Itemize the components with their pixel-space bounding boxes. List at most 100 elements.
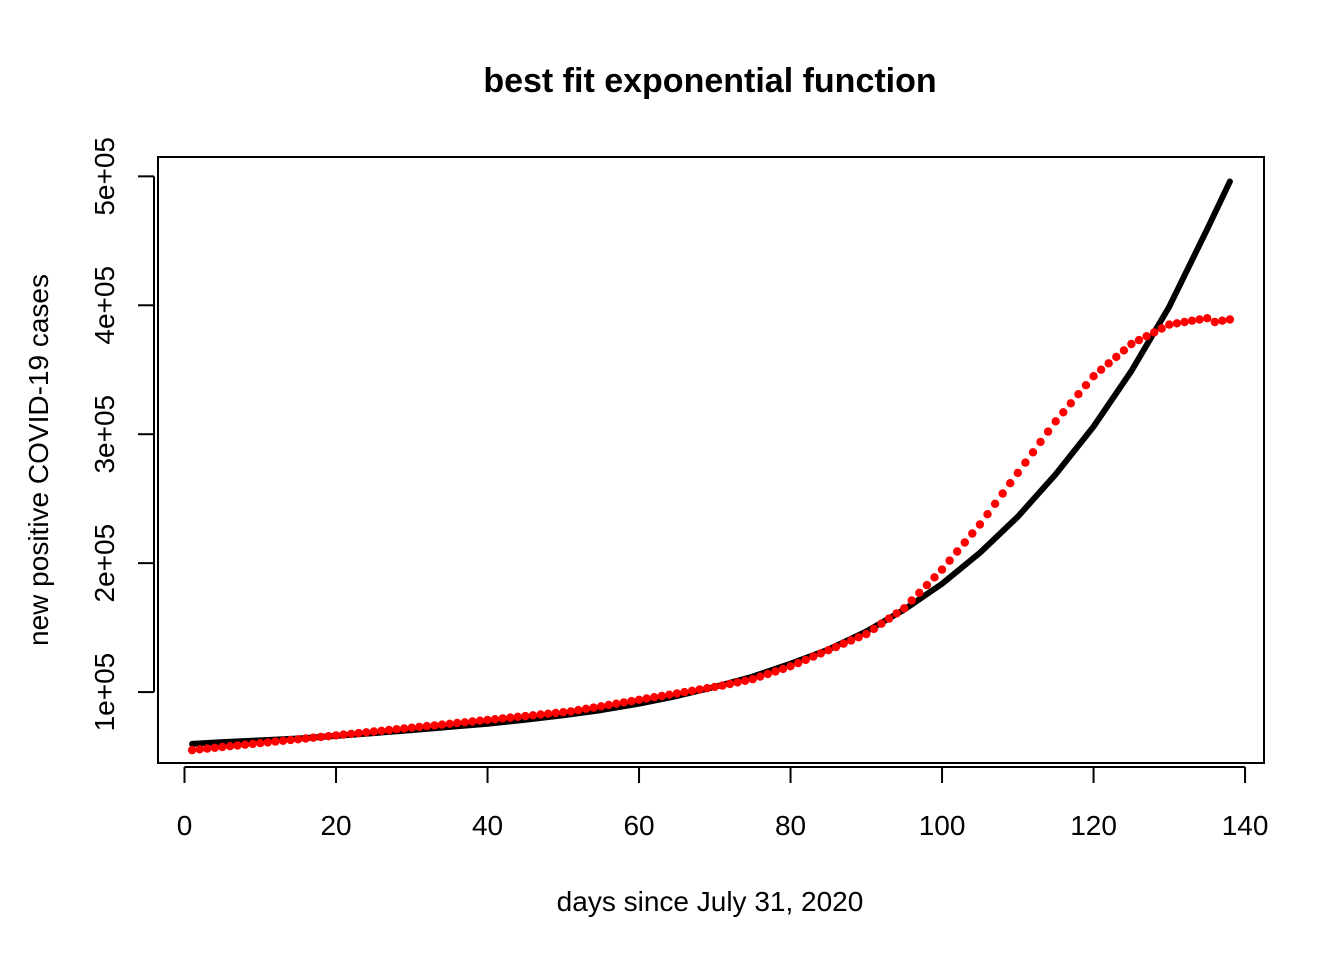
x-tick-label: 60: [623, 810, 654, 841]
data-point: [1096, 365, 1106, 374]
data-point: [324, 732, 333, 741]
data-point: [771, 667, 780, 676]
x-axis: 0 20 40 60 80 100 120 140: [177, 766, 1268, 841]
data-point: [1203, 314, 1212, 323]
data-point: [528, 711, 538, 720]
data-point: [657, 691, 666, 701]
data-point: [1013, 468, 1022, 478]
data-point: [1119, 346, 1129, 355]
x-tick-label: 40: [472, 810, 503, 841]
data-point: [756, 672, 765, 681]
data-point: [445, 719, 454, 728]
y-axis-label: new positive COVID-19 cases: [23, 274, 54, 646]
data-point: [725, 679, 735, 689]
data-point: [331, 731, 341, 740]
data-point: [301, 734, 310, 743]
data-point: [619, 698, 629, 707]
data-point: [786, 662, 795, 671]
data-point: [1180, 317, 1189, 327]
data-point: [377, 726, 386, 735]
y-tick-label: 4e+05: [89, 266, 120, 345]
data-point: [846, 636, 856, 645]
data-point: [990, 499, 1000, 508]
data-point: [642, 694, 651, 703]
data-point: [892, 609, 901, 618]
data-point: [483, 715, 492, 725]
data-point: [680, 687, 689, 697]
data-point: [468, 717, 477, 726]
data-point: [1142, 332, 1151, 341]
data-point: [597, 702, 606, 711]
data-point: [740, 676, 750, 685]
data-point: [1006, 479, 1015, 488]
y-tick-label: 5e+05: [89, 137, 120, 216]
x-axis-label: days since July 31, 2020: [557, 886, 864, 917]
data-point: [945, 556, 954, 565]
data-point: [930, 573, 939, 582]
data-point: [1172, 319, 1182, 328]
data-point: [369, 727, 379, 736]
data-point: [187, 745, 197, 755]
data-point: [953, 547, 962, 556]
data-point: [665, 690, 674, 699]
data-point: [1089, 372, 1098, 381]
data-point: [460, 718, 469, 727]
data-point: [998, 489, 1007, 498]
data-point: [793, 658, 803, 668]
plot-frame: [157, 156, 1265, 764]
data-point: [1195, 315, 1204, 324]
data-point: [203, 744, 212, 753]
x-tick-label: 0: [177, 810, 193, 841]
data-point: [862, 629, 871, 639]
data-point: [975, 520, 985, 529]
data-point: [1051, 417, 1060, 426]
data-point: [703, 684, 712, 693]
data-point: [1081, 381, 1091, 390]
data-point: [384, 725, 394, 735]
data-point: [263, 738, 272, 747]
data-point: [801, 655, 810, 665]
y-axis: 1e+05 2e+05 3e+05 4e+05 5e+05: [89, 137, 155, 732]
data-point: [839, 639, 848, 648]
data-point: [960, 538, 969, 547]
data-point: [1157, 324, 1166, 333]
data-point: [831, 642, 841, 652]
data-point: [513, 712, 522, 721]
data-point: [354, 728, 363, 738]
data-point: [710, 682, 719, 692]
data-point: [922, 580, 932, 590]
data-point: [293, 735, 303, 744]
data-point: [506, 713, 515, 722]
data-point: [824, 646, 833, 655]
data-point: [900, 604, 909, 613]
data-point: [566, 707, 576, 716]
data-point: [1150, 328, 1159, 337]
data-point: [1112, 352, 1121, 362]
chart-title: best fit exponential function: [483, 62, 936, 100]
data-point: [1225, 315, 1235, 324]
data-point: [430, 721, 439, 730]
fit-curve-line: [189, 178, 1233, 747]
data-point: [422, 721, 432, 731]
data-point: [816, 649, 825, 658]
data-point: [968, 529, 977, 538]
data-point: [453, 718, 462, 728]
y-tick-label: 2e+05: [89, 524, 120, 603]
data-point: [271, 737, 280, 746]
data-point: [604, 700, 613, 710]
x-tick-label: 120: [1070, 810, 1117, 841]
data-point: [362, 728, 371, 737]
data-point: [278, 736, 288, 745]
y-tick-label: 1e+05: [89, 653, 120, 732]
data-point: [195, 745, 204, 754]
data-point: [551, 708, 560, 718]
data-point: [339, 730, 348, 739]
data-point: [1059, 408, 1068, 417]
data-point: [218, 742, 227, 752]
data-point: [407, 723, 416, 732]
data-point: [877, 619, 886, 628]
data-point: [521, 711, 530, 721]
data-point: [1187, 316, 1197, 325]
data-point: [392, 725, 401, 734]
